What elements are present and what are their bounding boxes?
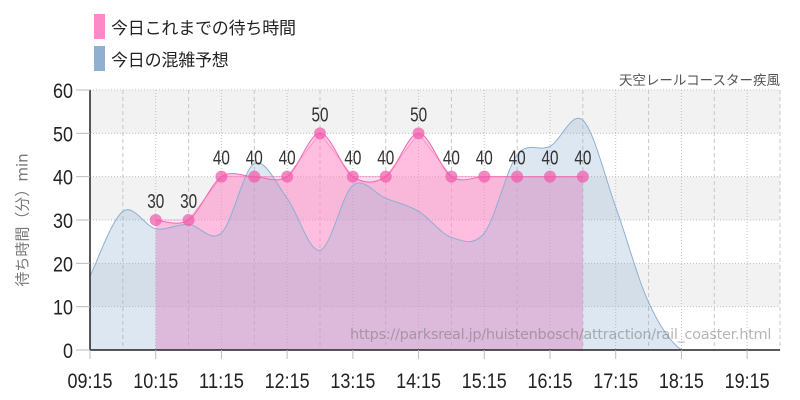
actual-wait-smooth-area — [155, 133, 583, 350]
legend-item-actual-wait[interactable]: 今日これまでの待ち時間 — [94, 14, 296, 39]
grid-band — [90, 263, 780, 307]
x-tick-label: 19:15 — [725, 370, 770, 393]
data-point-marker[interactable] — [149, 214, 162, 226]
data-point-label: 30 — [180, 191, 197, 213]
y-tick-label: 10 — [53, 297, 73, 320]
data-point-label: 40 — [574, 148, 591, 170]
forecast-fill — [90, 118, 780, 350]
data-point-marker[interactable] — [346, 170, 359, 183]
grid-band — [90, 90, 780, 134]
forecast-line — [89, 117, 780, 351]
data-point-marker[interactable] — [445, 170, 458, 183]
data-point-label: 40 — [279, 148, 296, 170]
data-labels: 30 30 40 40 40 50 40 40 50 40 40 40 40 40 — [147, 104, 591, 213]
y-tick-label: 60 — [53, 80, 73, 103]
data-point-marker[interactable] — [511, 170, 524, 183]
data-point-marker[interactable] — [478, 170, 491, 183]
data-point-marker[interactable] — [281, 170, 294, 183]
y-axis-title: 待ち時間（分）min — [13, 153, 32, 287]
data-point-label: 40 — [509, 148, 526, 170]
data-point-label: 40 — [377, 148, 394, 170]
x-tick-label: 11:15 — [199, 370, 244, 393]
axes: 0 10 20 30 40 50 60 09:15 10:15 11:15 12:15 13:15 14… — [53, 80, 780, 393]
x-tick-label: 17:15 — [593, 370, 638, 393]
y-tick-label: 50 — [53, 123, 73, 146]
data-point-label: 40 — [542, 148, 559, 170]
grid-bands — [90, 90, 780, 307]
x-tick-label: 12:15 — [265, 370, 310, 393]
data-point-label: 40 — [213, 148, 230, 170]
actual-wait-linear-area — [155, 133, 583, 350]
x-tick-label: 15:15 — [462, 370, 507, 393]
y-tick-label: 0 — [63, 340, 73, 363]
data-point-marker[interactable] — [248, 170, 261, 183]
data-point-marker[interactable] — [412, 127, 425, 140]
y-tick-label: 20 — [53, 253, 73, 276]
data-point-label: 40 — [246, 148, 263, 170]
data-point-marker[interactable] — [215, 170, 228, 183]
x-tick-label: 13:15 — [330, 370, 375, 393]
data-point-label: 40 — [443, 148, 460, 170]
x-tick-label: 10:15 — [133, 370, 178, 393]
data-point-label: 30 — [147, 191, 164, 213]
legend-label-forecast: 今日の混雑予想 — [111, 51, 229, 71]
data-point-label: 40 — [344, 148, 361, 170]
x-tick-label: 14:15 — [396, 370, 441, 393]
x-tick-label: 09:15 — [68, 370, 113, 393]
legend-swatch-forecast — [94, 46, 105, 71]
legend: 今日これまでの待ち時間 今日の混雑予想 — [94, 14, 296, 78]
data-point-label: 50 — [312, 104, 329, 126]
y-tick-label: 40 — [53, 167, 73, 190]
data-point-marker[interactable] — [379, 170, 392, 183]
data-point-marker[interactable] — [544, 170, 556, 183]
source-url-watermark: https://parksreal.jp/huistenbosch/attrac… — [350, 327, 772, 343]
x-tick-label: 18:15 — [659, 370, 704, 393]
actual-wait-markers — [149, 127, 589, 226]
data-point-marker[interactable] — [182, 214, 195, 226]
legend-swatch-actual — [94, 14, 105, 39]
data-point-label: 50 — [410, 104, 427, 126]
legend-label-actual: 今日これまでの待ち時間 — [111, 19, 296, 39]
y-tick-label: 30 — [53, 210, 73, 233]
legend-item-forecast[interactable]: 今日の混雑予想 — [94, 46, 296, 71]
actual-wait-area — [155, 133, 583, 350]
data-point-label: 40 — [476, 148, 493, 170]
x-tick-label: 16:15 — [528, 370, 573, 393]
data-point-marker[interactable] — [314, 127, 326, 140]
data-point-marker[interactable] — [576, 170, 589, 183]
attraction-title: 天空レールコースター疾風 — [618, 73, 780, 89]
forecast-area — [90, 118, 780, 350]
